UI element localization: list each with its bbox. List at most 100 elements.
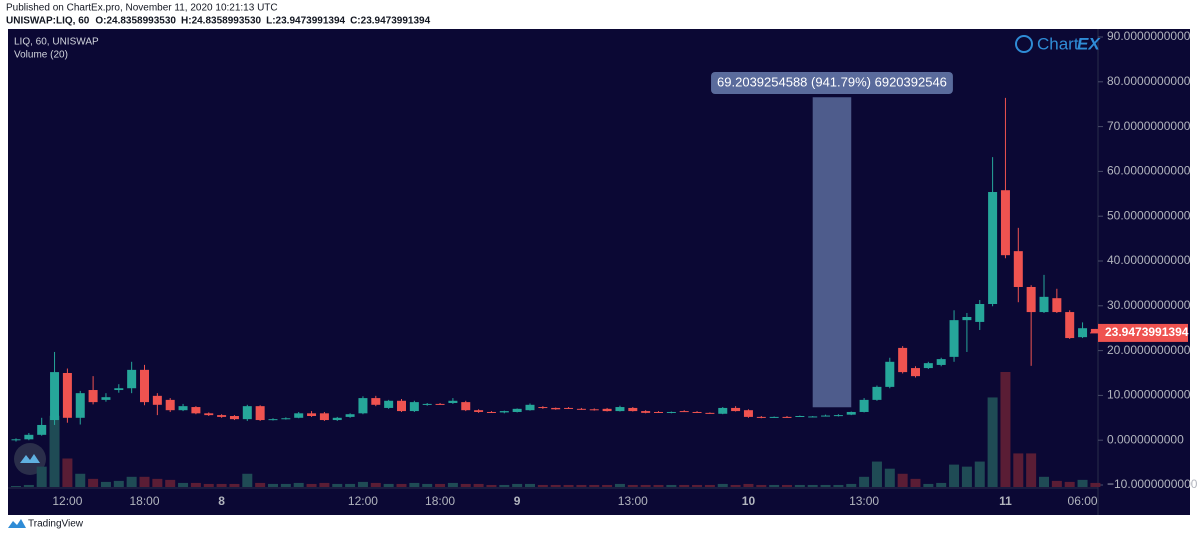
candle-body: [178, 406, 188, 411]
logo-text: EX: [1077, 34, 1101, 53]
volume-bar: [704, 484, 715, 487]
volume-bar: [113, 480, 124, 487]
y-tick-label: 20.0000000000: [1107, 343, 1191, 357]
volume-bar: [396, 483, 407, 487]
candle-body: [1000, 190, 1010, 256]
candle-body: [127, 369, 137, 389]
x-tick-label: 18:00: [425, 494, 455, 508]
published-note: Published on ChartEx.pro, November 11, 2…: [6, 3, 278, 14]
candle-body: [718, 407, 728, 414]
candle-body: [525, 404, 535, 411]
candle-body: [602, 408, 612, 412]
measure-label: 69.2039254588 (941.79%) 6920392546: [717, 74, 947, 89]
candle-body: [576, 408, 586, 410]
volume-bar: [473, 483, 484, 487]
candle-body: [281, 418, 291, 420]
volume-bar: [139, 476, 150, 487]
volume-bar: [203, 483, 214, 487]
candle-body: [512, 408, 522, 412]
candle-body: [384, 400, 394, 408]
logo-text: Chart: [1037, 34, 1079, 53]
volume-bar: [717, 483, 728, 487]
volume-bar: [345, 483, 356, 487]
candle-body: [988, 192, 998, 305]
candle-body: [692, 411, 702, 413]
candle-body: [1052, 298, 1062, 313]
symbol: UNISWAP:LIQ, 60: [6, 16, 90, 27]
volume-bar: [910, 478, 921, 487]
volume-bar: [1013, 453, 1024, 487]
candle-body: [628, 407, 638, 412]
y-tick-label: 60.0000000000: [1107, 164, 1191, 178]
candle-body: [255, 406, 265, 421]
volume-bar: [190, 482, 201, 487]
y-tick-label: 80.0000000000: [1107, 74, 1191, 88]
volume-bars: [11, 372, 1101, 487]
volume-bar: [640, 484, 651, 487]
candle-body: [88, 390, 98, 403]
candle-body: [743, 410, 753, 417]
candle-body: [307, 413, 317, 417]
volume-bar: [820, 484, 831, 487]
volume-bar: [1090, 482, 1101, 487]
volume-bar: [512, 483, 523, 487]
candle-body: [846, 411, 856, 415]
candle-body: [37, 424, 47, 435]
volume-bar: [242, 473, 253, 487]
candle-body: [152, 395, 162, 405]
volume-bar: [370, 482, 381, 487]
candle-body: [345, 414, 355, 417]
footer: TradingView: [8, 519, 84, 530]
badge-icon: [20, 454, 40, 463]
volume-bar: [602, 484, 613, 487]
x-tick-label: 8: [218, 494, 225, 508]
volume-bar: [679, 484, 690, 487]
ohlc-value: 23.9473991394: [276, 16, 346, 27]
candle-body: [705, 412, 715, 414]
volume-bar: [460, 483, 471, 487]
footer-text: TradingView: [28, 519, 84, 530]
volume-bar: [743, 483, 754, 487]
candle-body: [1078, 328, 1088, 338]
candle-body: [756, 416, 766, 418]
volume-bar: [178, 482, 189, 487]
candle-body: [75, 393, 85, 418]
candle-body: [371, 398, 381, 405]
ohlc-value: 24.8358993530: [106, 16, 176, 27]
candle-body: [833, 415, 843, 417]
candle-body: [409, 402, 419, 412]
candle-body: [499, 411, 509, 413]
ohlc-label: H:: [181, 16, 192, 27]
candle-body: [217, 415, 227, 417]
measure-range: [812, 97, 852, 408]
candle-body: [589, 409, 599, 411]
candle-body: [268, 419, 278, 421]
volume-bar: [255, 482, 266, 487]
candle-body: [461, 402, 471, 411]
volume-bar: [383, 483, 394, 487]
candle-body: [859, 399, 869, 412]
volume-bar: [332, 483, 343, 487]
ohlc-label: C:: [350, 16, 361, 27]
candle-body: [666, 411, 676, 413]
y-tick-label: 40.0000000000: [1107, 253, 1191, 267]
x-tick-label: 13:00: [849, 494, 879, 508]
candle-body: [1065, 312, 1075, 339]
candle-body: [872, 386, 882, 400]
candle-body: [564, 407, 574, 409]
volume-bar: [357, 481, 368, 487]
y-tick-label: 30.0000000000: [1107, 298, 1191, 312]
candle-body: [782, 416, 792, 418]
volume-bar: [807, 484, 818, 487]
volume-bar: [319, 482, 330, 487]
candle-body: [204, 413, 214, 416]
candle-body: [448, 400, 458, 404]
volume-bar: [1051, 480, 1062, 487]
volume-bar: [563, 484, 574, 487]
x-tick-label: 12:00: [52, 494, 82, 508]
x-tick-label: 9: [514, 494, 521, 508]
volume-bar: [280, 483, 291, 487]
candle-body: [885, 361, 895, 387]
y-tick-label: 70.0000000000: [1107, 119, 1191, 133]
volume-bar: [216, 483, 227, 487]
